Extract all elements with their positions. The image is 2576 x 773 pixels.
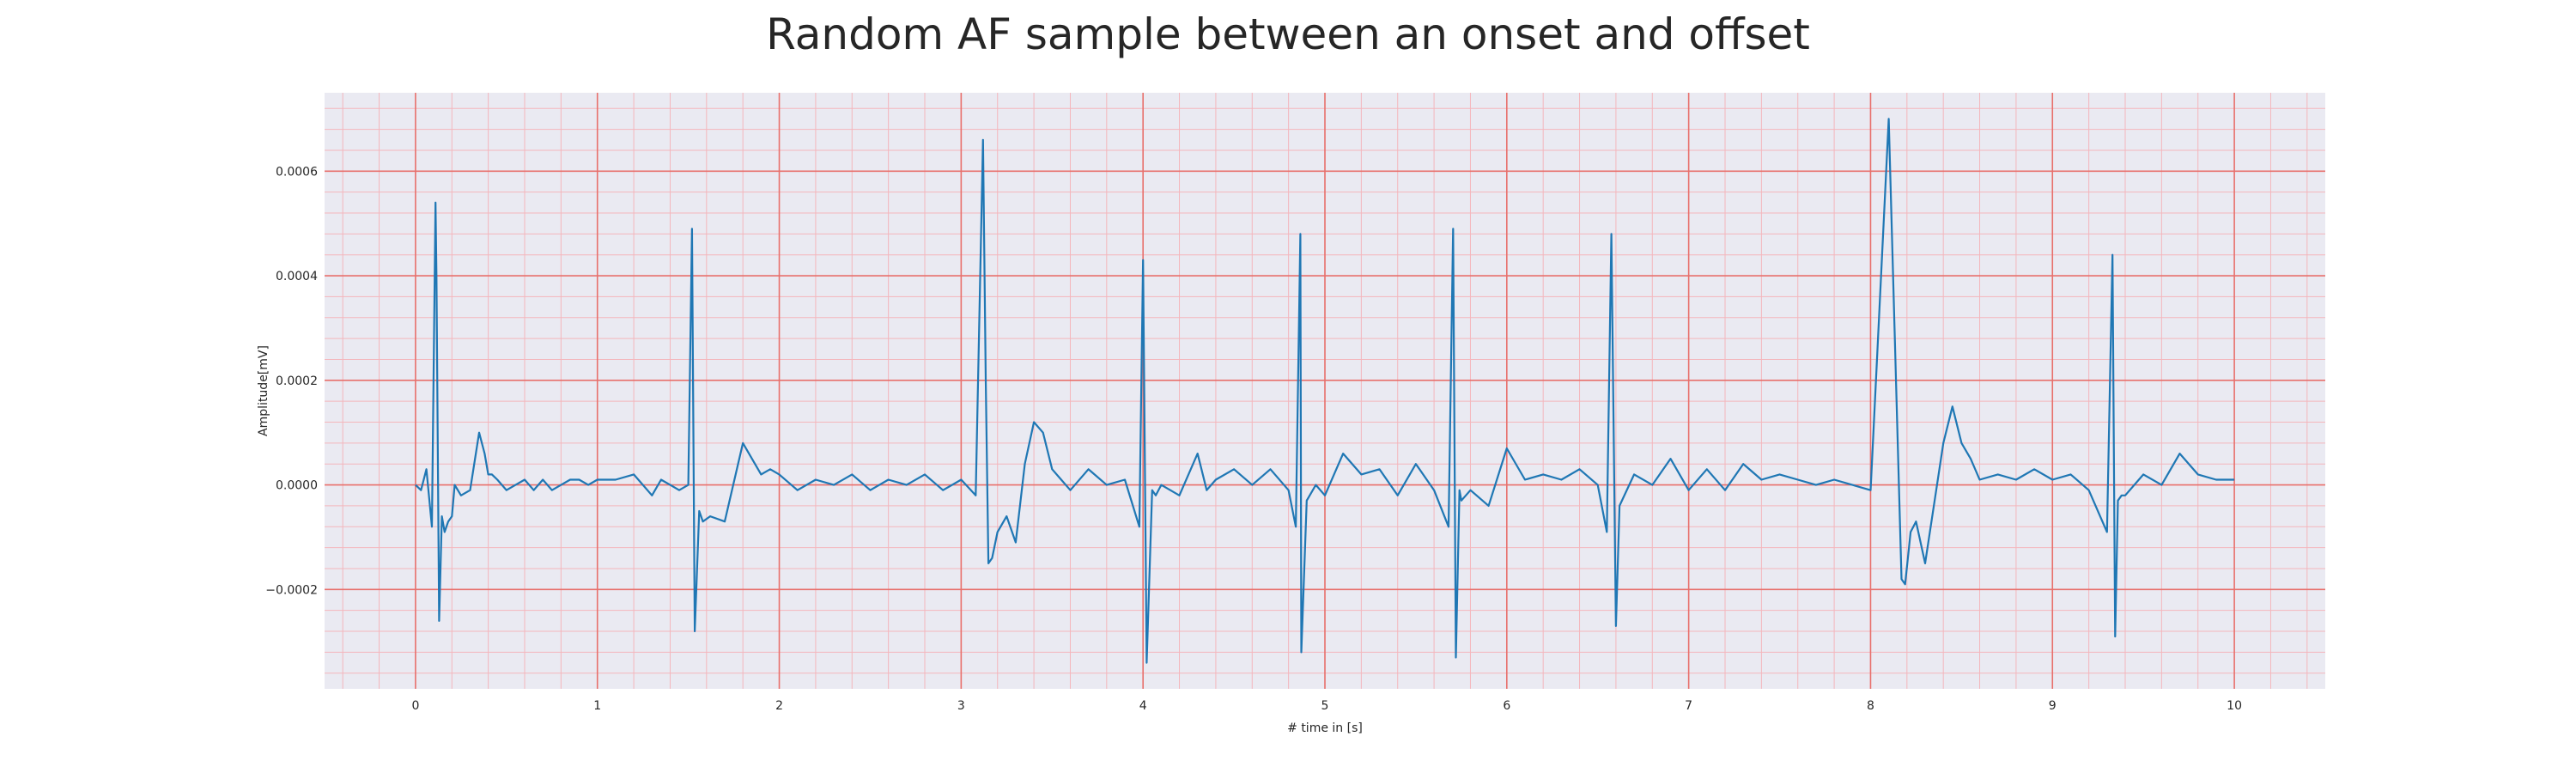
y-tick-label: 0.0004 bbox=[276, 270, 318, 283]
x-tick-label: 0 bbox=[411, 699, 419, 713]
x-tick-label: 8 bbox=[1867, 699, 1874, 713]
x-tick-label: 4 bbox=[1139, 699, 1147, 713]
x-axis-label: # time in [s] bbox=[1287, 721, 1363, 735]
x-tick-label: 7 bbox=[1685, 699, 1692, 713]
y-tick-label: 0.0006 bbox=[276, 165, 318, 179]
y-tick-label: −0.0002 bbox=[265, 583, 318, 597]
x-axis-ticks: 0 1 2 3 4 5 6 7 8 9 10 bbox=[411, 699, 2242, 713]
x-tick-label: 10 bbox=[2227, 699, 2242, 713]
y-tick-label: 0.0002 bbox=[276, 374, 318, 388]
chart-title: Random AF sample between an onset and of… bbox=[766, 9, 1810, 59]
series-line bbox=[415, 118, 2235, 664]
major-gridlines bbox=[325, 93, 2325, 689]
x-tick-label: 6 bbox=[1503, 699, 1510, 713]
y-tick-label: 0.0000 bbox=[276, 479, 318, 493]
y-axis-ticks: −0.0002 0.0000 0.0002 0.0004 0.0006 bbox=[265, 165, 318, 597]
y-axis-label: Amplitude[mV] bbox=[257, 345, 270, 436]
x-tick-label: 9 bbox=[2049, 699, 2057, 713]
x-tick-label: 2 bbox=[775, 699, 783, 713]
x-tick-label: 5 bbox=[1321, 699, 1329, 713]
x-tick-label: 3 bbox=[957, 699, 965, 713]
x-tick-label: 1 bbox=[593, 699, 601, 713]
